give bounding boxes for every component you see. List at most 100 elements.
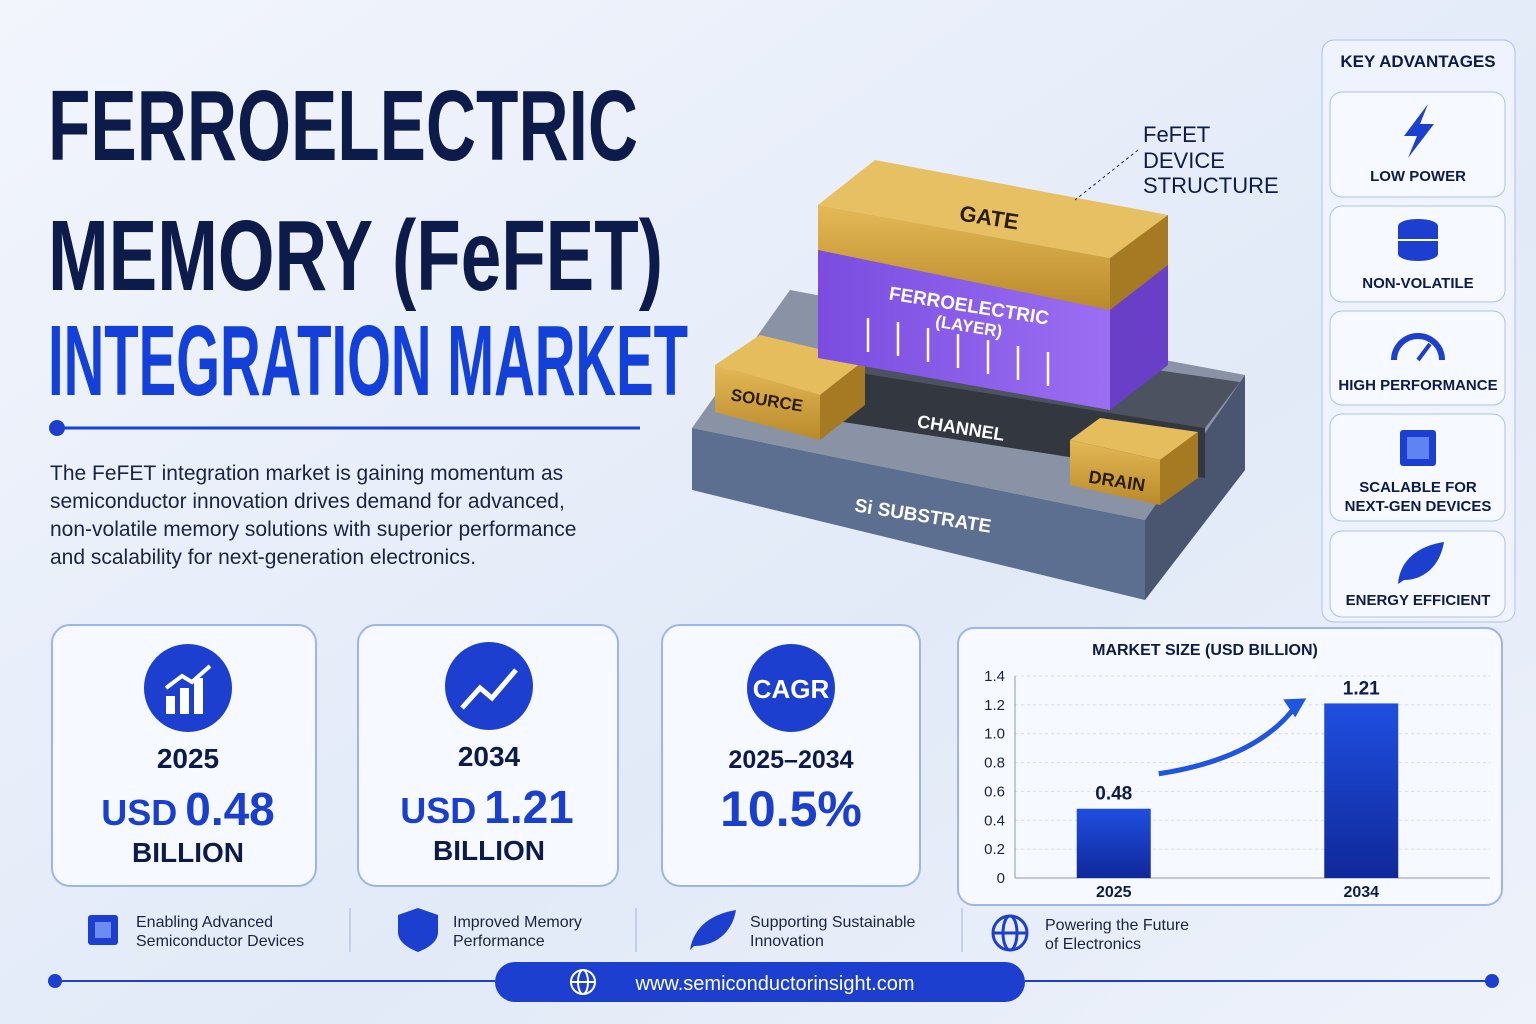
feature-text: Innovation	[750, 933, 824, 950]
ferroelectric-side	[1110, 262, 1168, 410]
y-tick-label: 1.2	[984, 697, 1005, 714]
ferroelectric-front	[818, 248, 1110, 410]
chart-frame	[957, 627, 1503, 906]
stat-card	[661, 624, 921, 887]
y-tick-label: 1.0	[984, 726, 1005, 743]
feature-text: Performance	[453, 933, 545, 950]
x-tick-label: 2025	[1096, 884, 1132, 901]
advantage-card	[1329, 413, 1506, 522]
footer-url[interactable]: www.semiconductorinsight.com	[635, 973, 915, 995]
stat-unit: BILLION	[132, 837, 244, 868]
arrow-head	[1283, 698, 1307, 718]
footer: www.semiconductorinsight.com	[48, 962, 1499, 1002]
divider-dot	[49, 420, 65, 436]
title-line: INTEGRATION MARKET	[48, 305, 688, 417]
panel-title: KEY ADVANTAGES	[1340, 52, 1495, 71]
gate-front	[818, 205, 1110, 310]
value-label: 1.21	[1343, 678, 1380, 699]
stat-cards: CAGR 2025 USD 0.48 BILLION 2034 USD 1.21 B…	[51, 624, 921, 887]
trend-line	[460, 668, 518, 710]
source-top	[715, 335, 865, 395]
drain-front	[1070, 440, 1160, 505]
growth-arrow	[1158, 703, 1299, 777]
feature-text: Improved Memory	[453, 914, 582, 931]
description: The FeFET integration market is gaining …	[50, 462, 576, 569]
globe-icon	[570, 969, 596, 995]
stat-label: 2034	[458, 741, 521, 772]
advantage-label: SCALABLE FOR	[1359, 479, 1477, 496]
cagr-icon-label: CAGR	[753, 674, 830, 704]
stat-unit: BILLION	[433, 835, 545, 866]
description-line: semiconductor innovation drives demand f…	[50, 490, 565, 513]
bar	[1324, 703, 1399, 878]
stat-value: USD 0.48	[101, 783, 275, 835]
chart-title: MARKET SIZE (USD BILLION)	[1092, 642, 1318, 659]
stat-prefix: USD	[101, 792, 177, 833]
database-icon	[1398, 219, 1438, 261]
substrate-side	[1145, 375, 1245, 600]
feature-text: Powering the Future	[1045, 917, 1189, 934]
y-tick-label: 0.4	[984, 812, 1005, 829]
chip-icon	[88, 915, 118, 945]
feature-text: Enabling Advanced	[136, 914, 273, 931]
substrate-front	[692, 428, 1145, 600]
url-pill[interactable]	[495, 962, 1025, 1002]
y-tick-label: 0.2	[984, 841, 1005, 858]
stat-icon	[747, 644, 835, 732]
leaf-icon	[690, 910, 736, 950]
title-line: MEMORY (FeFET)	[48, 200, 663, 312]
globe-icon	[991, 914, 1029, 952]
description-line: The FeFET integration market is gaining …	[50, 462, 563, 485]
stat-card	[51, 624, 317, 887]
features: Enabling Advanced Semiconductor Devices …	[88, 908, 1189, 953]
stat-card	[357, 624, 619, 887]
drain-top	[1070, 418, 1198, 460]
advantage-label: NON-VOLATILE	[1362, 275, 1473, 292]
gauge-icon	[1391, 333, 1445, 362]
shield-icon	[398, 908, 438, 952]
y-tick-label: 0	[997, 870, 1005, 887]
gate-side	[1110, 215, 1168, 310]
chip-icon	[1400, 430, 1436, 466]
advantages-panel: KEY ADVANTAGES LOW POWER NON-VOLATILE HI…	[1321, 39, 1516, 623]
bar-icon	[166, 678, 203, 714]
x-tick-label: 2034	[1343, 884, 1379, 901]
stat-number: 1.21	[484, 781, 574, 833]
stat-label: 2025	[157, 743, 219, 774]
caption-line: FeFET	[1143, 122, 1210, 147]
caption-line: DEVICE	[1143, 148, 1225, 173]
leaf-icon	[1398, 542, 1444, 584]
stat-number: 0.48	[185, 783, 275, 835]
trend-line	[164, 664, 212, 690]
y-tick-label: 1.4	[984, 668, 1005, 685]
caption-line: STRUCTURE	[1143, 173, 1279, 198]
polarization-arrows	[866, 318, 1050, 386]
advantage-label: HIGH PERFORMANCE	[1338, 377, 1497, 394]
bar	[1076, 808, 1151, 878]
gate-top	[818, 160, 1168, 258]
value-label: 0.48	[1095, 784, 1132, 805]
device-diagram: GATE FERROELECTRIC (LAYER) SOURCE CHANNE…	[692, 122, 1279, 600]
advantage-label: ENERGY EFFICIENT	[1346, 592, 1491, 609]
advantage-label: LOW POWER	[1370, 168, 1466, 185]
stat-label: 2025–2034	[728, 746, 853, 774]
advantage-label: NEXT-GEN DEVICES	[1345, 498, 1492, 515]
stat-icon	[445, 642, 533, 730]
drain-side	[1160, 432, 1198, 505]
y-tick-label: 0.8	[984, 755, 1005, 772]
caption-leader	[1074, 149, 1139, 201]
description-line: and scalability for next-generation elec…	[50, 546, 476, 569]
source-side	[820, 360, 865, 440]
stat-prefix: USD	[400, 790, 476, 831]
feature-text: Supporting Sustainable	[750, 914, 916, 931]
feature-text: of Electronics	[1045, 936, 1141, 953]
feature-text: Semiconductor Devices	[136, 933, 304, 950]
bolt-icon	[1404, 104, 1434, 158]
source-front	[715, 365, 820, 440]
stat-number: 10.5%	[720, 781, 862, 837]
footer-dot	[48, 974, 62, 988]
y-tick-label: 0.6	[984, 783, 1005, 800]
description-line: non-volatile memory solutions with super…	[50, 518, 576, 541]
